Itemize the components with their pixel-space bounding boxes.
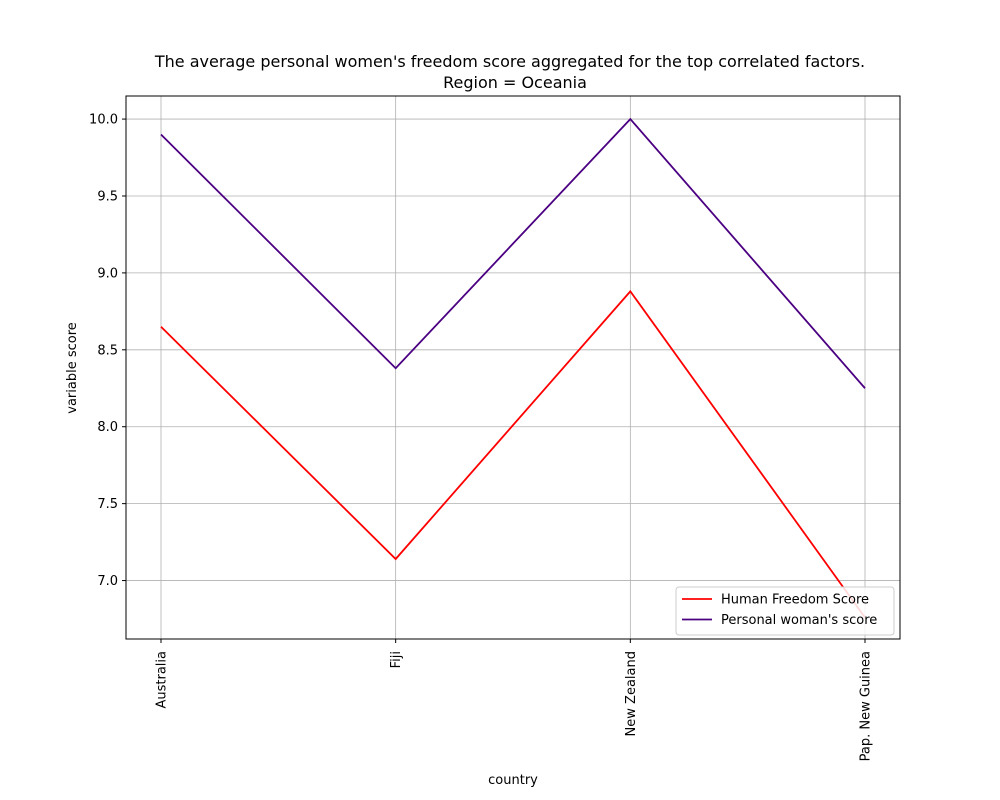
legend: Human Freedom Score Personal woman's scor… [675,586,895,636]
y-tick-label: 7.5 [97,497,118,512]
y-tick-label: 8.0 [97,420,118,435]
legend-box [675,586,895,636]
y-tick-label: 10.0 [89,113,118,128]
y-tick-label: 7.0 [97,574,118,589]
legend-label: Human Freedom Score [721,593,869,608]
y-axis-label: variable score [65,322,80,414]
x-axis-label: country [488,773,538,788]
legend-label: Personal woman's score [721,613,877,628]
series-line-2 [160,117,866,389]
x-tick-label: Fiji [389,651,404,668]
chart-subtitle: Region = Oceania [443,73,587,92]
y-axis: 7.0 7.5 8.0 8.5 9.0 9.5 10.0 [89,113,126,589]
x-axis: Australia Fiji New Zealand Pap. New Guinea [155,639,874,761]
series-line-1 [160,289,866,618]
grid-lines [126,96,900,639]
y-tick-label: 8.5 [97,343,118,358]
x-tick-label: New Zealand [624,651,639,736]
chart-title: The average personal women's freedom sco… [154,52,865,71]
x-tick-label: Pap. New Guinea [859,651,874,761]
series-lines [160,117,866,618]
plot-area [125,95,901,640]
x-tick-label: Australia [155,651,170,709]
y-tick-label: 9.5 [97,189,118,204]
y-tick-label: 9.0 [97,266,118,281]
